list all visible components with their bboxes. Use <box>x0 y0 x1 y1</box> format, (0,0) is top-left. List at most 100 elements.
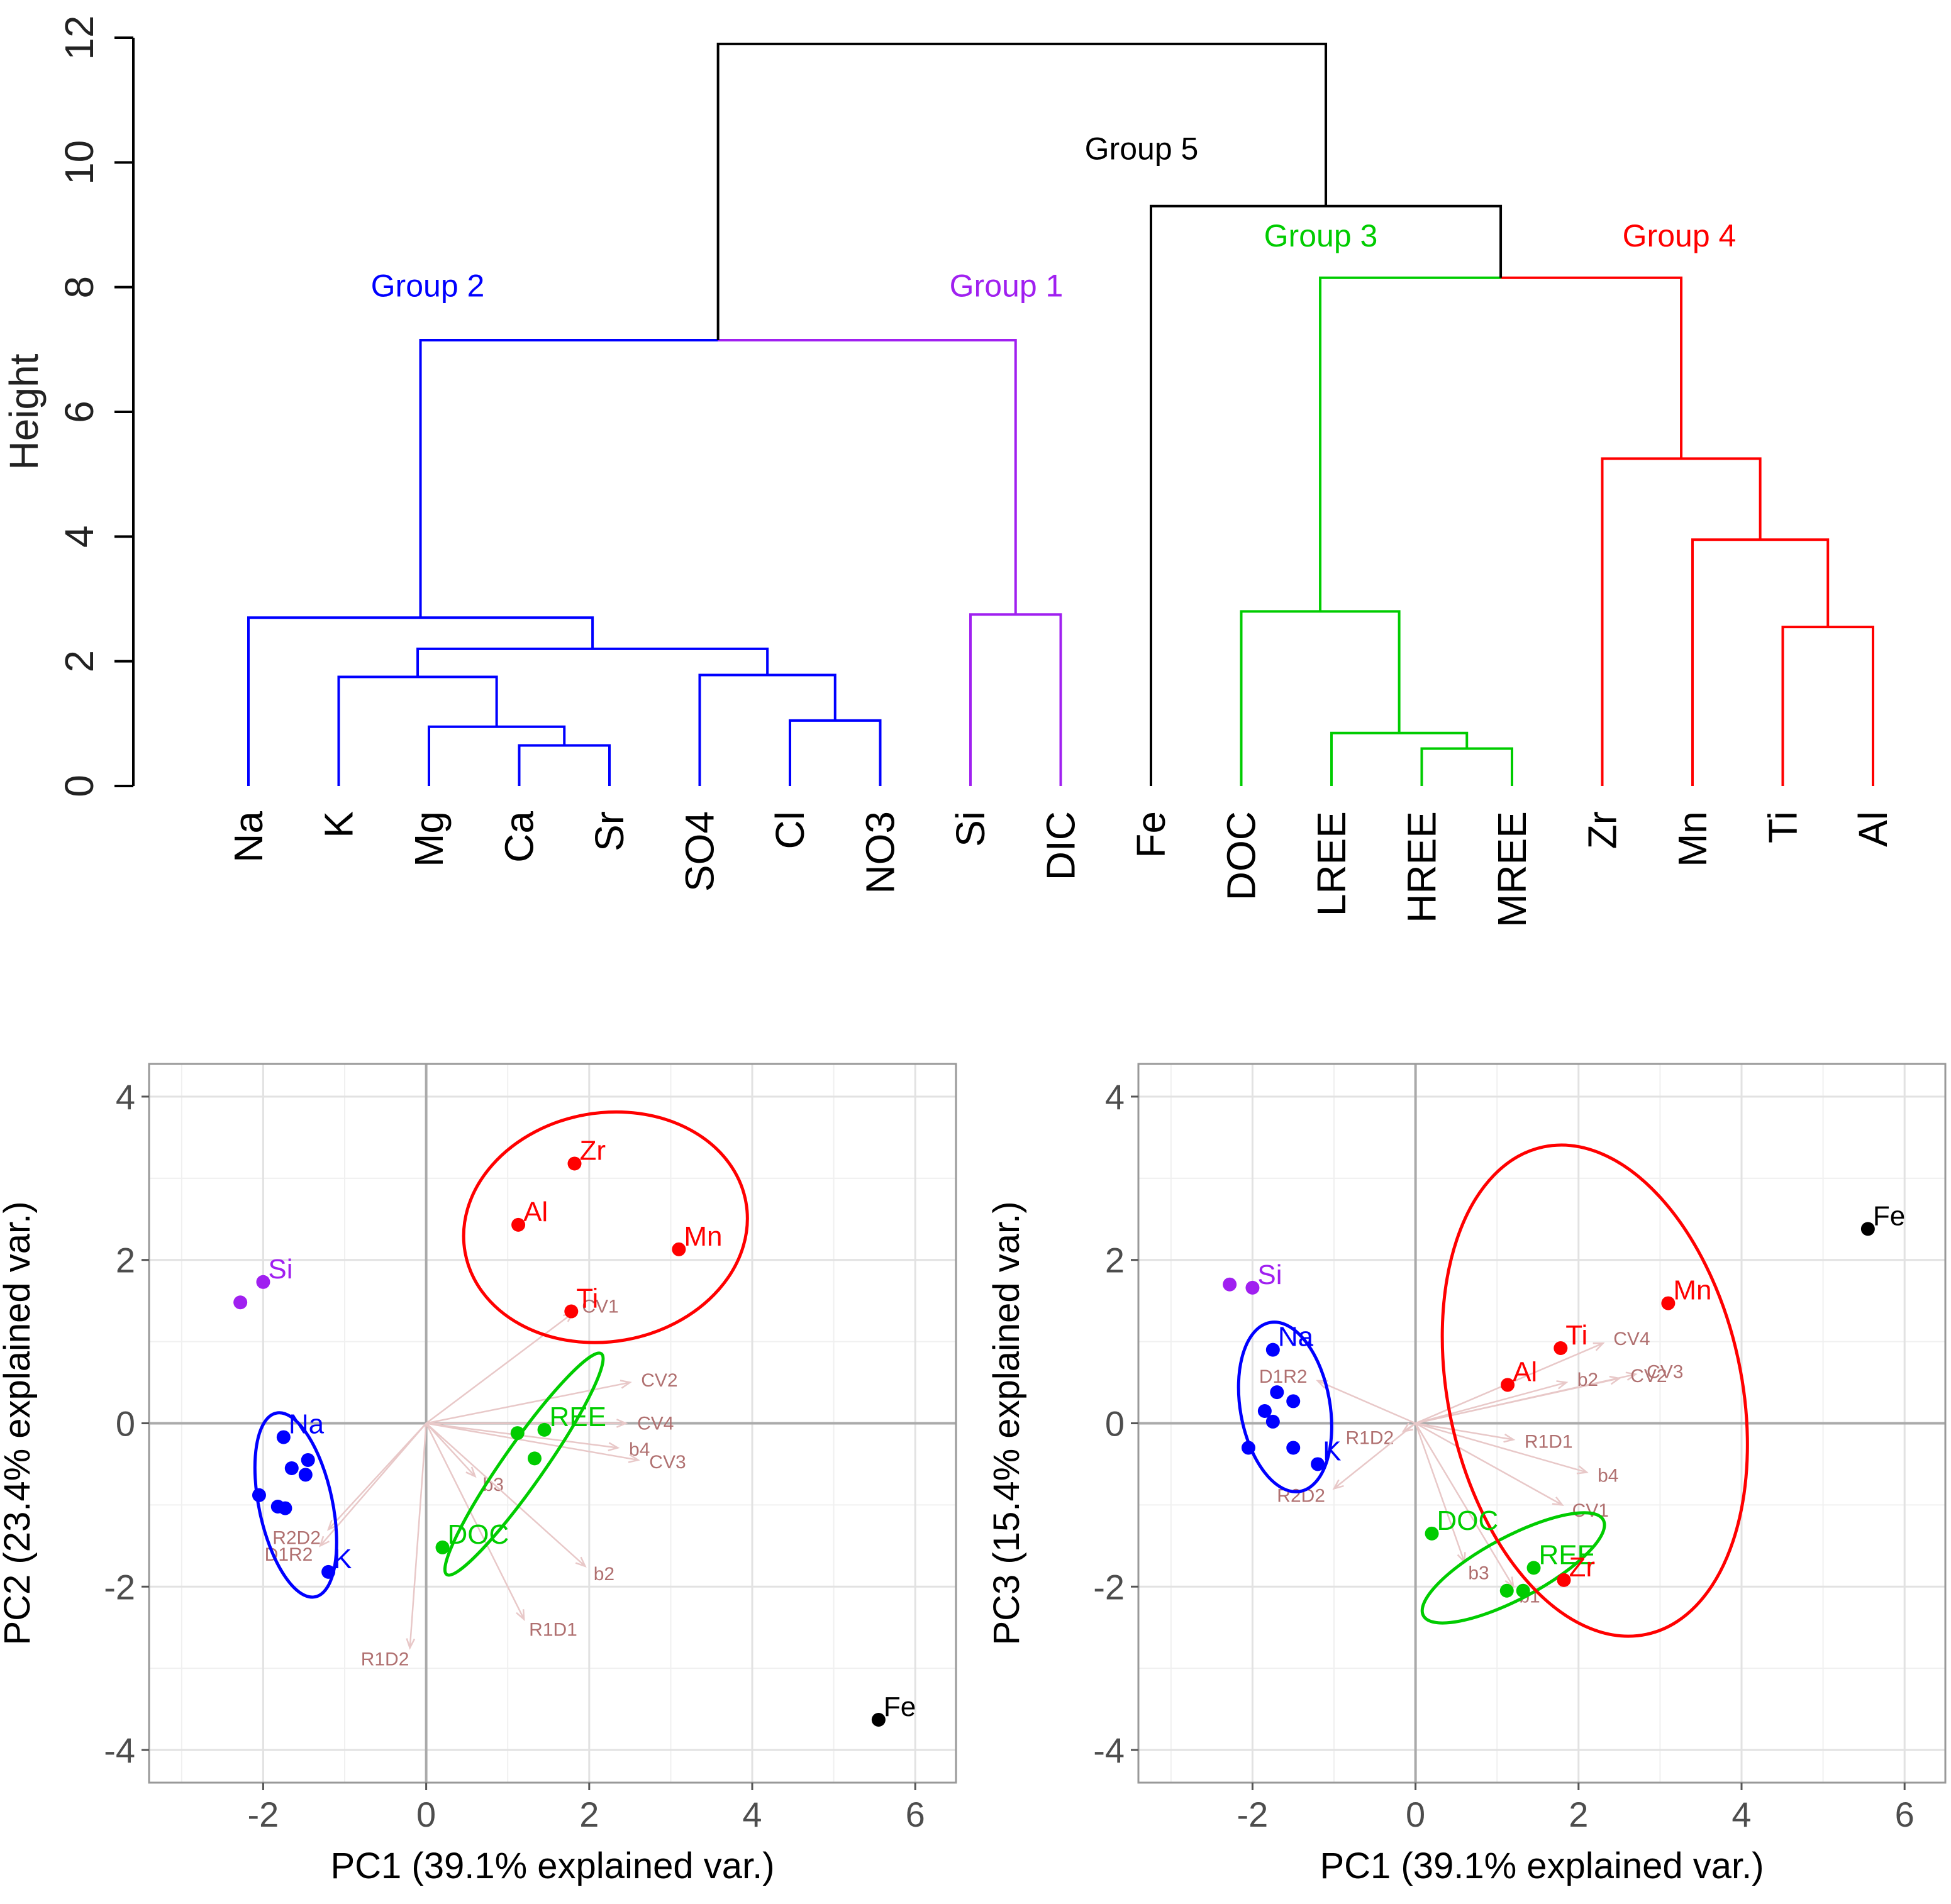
point-ree <box>1526 1561 1541 1575</box>
y-tick-label: 2 <box>1105 1241 1125 1280</box>
y-axis-title: PC3 (15.4% explained var.) <box>986 1201 1027 1645</box>
point-si <box>1245 1280 1260 1295</box>
branch-group1-top <box>718 338 1017 615</box>
leaf-label-no3: NO3 <box>858 811 903 894</box>
point-label-si: Si <box>268 1254 292 1285</box>
x-axis-title: PC1 (39.1% explained var.) <box>1320 1846 1764 1886</box>
pca-biplot-pc1-pc2: -2 0 2 4 6 4 2 0 -2 -4 PC1 (39.1% explained var.) P… <box>0 1063 957 1886</box>
point-k <box>1311 1457 1325 1471</box>
loading-vector-b1 <box>1415 1422 1515 1587</box>
point-label-al: Al <box>1513 1356 1537 1387</box>
loading-arrowhead <box>1556 1380 1569 1390</box>
leaf-label-lree: LREE <box>1309 811 1354 916</box>
loading-vector-cv1 <box>1415 1422 1563 1506</box>
branch-so4 <box>698 673 837 786</box>
loading-label-r1d2: R1D2 <box>361 1649 409 1670</box>
leaf-label-so4: SO4 <box>677 811 723 892</box>
point-label-doc: DOC <box>1437 1505 1499 1536</box>
x-tick-label: 0 <box>416 1795 436 1834</box>
pca-biplot-pc1-pc3: -2 0 2 4 6 4 2 0 -2 -4 PC1 (39.1% explained var.) P… <box>986 1063 1947 1886</box>
y-tick-label: 12 <box>57 15 102 60</box>
branch-hree-mree <box>1420 747 1513 786</box>
point-label-mn: Mn <box>1673 1275 1711 1306</box>
loading-vector-b3 <box>425 1422 476 1477</box>
point-doc <box>1425 1526 1439 1541</box>
leaf-label-sr: Sr <box>587 811 632 851</box>
leaf-label-mn: Mn <box>1670 811 1715 867</box>
loading-label-r1d2: R1D2 <box>1346 1427 1394 1448</box>
x-tick-label: 0 <box>1406 1795 1425 1834</box>
loading-label-cv2: CV2 <box>641 1370 677 1391</box>
loading-vector-cv2 <box>426 1381 630 1424</box>
group-label-group-1: Group 1 <box>950 268 1064 304</box>
y-tick-label: -4 <box>1093 1730 1125 1770</box>
branch-zr <box>1601 457 1762 786</box>
ellipse-group3 <box>443 1351 605 1577</box>
loading-arrowhead <box>1576 1465 1589 1475</box>
point-k <box>321 1564 336 1579</box>
loading-arrowhead <box>620 1380 632 1389</box>
point-mn <box>672 1242 686 1256</box>
leaf-label-fe: Fe <box>1128 811 1174 858</box>
branch-cl-no3 <box>789 719 882 786</box>
x-tick-label: 2 <box>1569 1795 1588 1834</box>
point-label-zr: Zr <box>1569 1552 1595 1583</box>
point-fe <box>871 1712 886 1727</box>
point-zr <box>1557 1573 1571 1587</box>
branch-mg <box>428 725 566 786</box>
group-label-group-5: Group 5 <box>1085 131 1199 166</box>
loading-label-cv3: CV3 <box>649 1452 686 1473</box>
loading-label-cv4: CV4 <box>637 1414 674 1434</box>
y-axis-title: PC2 (23.4% explained var.) <box>0 1201 38 1645</box>
point-al <box>1501 1378 1515 1392</box>
y-tick-label: -2 <box>104 1567 135 1607</box>
group-label-group-3: Group 3 <box>1264 218 1378 253</box>
y-axis-title: Height <box>1 353 47 470</box>
branch-ca-sr <box>518 744 611 786</box>
y-tick-label: 4 <box>1105 1077 1125 1117</box>
loading-label-cv1: CV1 <box>582 1296 618 1317</box>
branch-lree <box>1330 731 1469 786</box>
point-group1 <box>233 1295 248 1310</box>
loading-label-cv3: CV3 <box>1647 1362 1683 1383</box>
y-tick-label: -2 <box>1093 1567 1125 1607</box>
point-group2 <box>298 1468 313 1482</box>
loading-label-b2: b2 <box>1577 1370 1598 1390</box>
leaf-label-al: Al <box>1850 811 1896 847</box>
leaf-label-na: Na <box>226 811 271 863</box>
loading-vector-cv3 <box>426 1422 638 1461</box>
branch-mn <box>1691 538 1830 786</box>
point-group2 <box>1241 1441 1255 1455</box>
leaf-label-doc: DOC <box>1219 811 1264 900</box>
leaf-label-ti: Ti <box>1760 811 1806 843</box>
x-tick-label: -2 <box>1237 1795 1269 1834</box>
dendrogram: 0 2 4 6 8 10 12 Height Na K Mg Ca Sr SO4 Cl NO3 Si DIC Fe D… <box>1 15 1896 927</box>
y-tick-label: 6 <box>57 401 102 423</box>
loading-label-r1d1: R1D1 <box>1525 1431 1573 1452</box>
leaf-label-mg: Mg <box>406 811 452 867</box>
x-tick-label: 2 <box>579 1795 599 1834</box>
point-label-al: Al <box>523 1197 548 1227</box>
ellipse-group4 <box>1440 1143 1749 1638</box>
loading-label-cv2: CV2 <box>1630 1366 1667 1386</box>
branch-ti-al <box>1781 626 1874 786</box>
loading-vector-cv1 <box>425 1312 574 1424</box>
y-tick-label: -4 <box>104 1730 135 1770</box>
loading-arrowhead <box>1401 1422 1414 1433</box>
point-fe <box>1860 1222 1875 1236</box>
point-label-fe: Fe <box>1873 1200 1905 1231</box>
loading-vector-d1r2 <box>1317 1380 1416 1424</box>
loading-arrowhead <box>1609 1375 1621 1385</box>
ellipse-group4 <box>462 1110 749 1344</box>
point-group3 <box>527 1451 542 1466</box>
point-label-ti: Ti <box>576 1283 598 1314</box>
point-label-na: Na <box>289 1409 325 1440</box>
loading-arrowhead <box>1503 1433 1516 1443</box>
point-mn <box>1661 1296 1676 1310</box>
point-group2 <box>1265 1414 1280 1429</box>
point-group2 <box>1270 1385 1284 1400</box>
loading-arrowhead <box>1625 1371 1638 1381</box>
y-tick-label: 10 <box>57 140 102 185</box>
point-group2 <box>278 1501 292 1515</box>
